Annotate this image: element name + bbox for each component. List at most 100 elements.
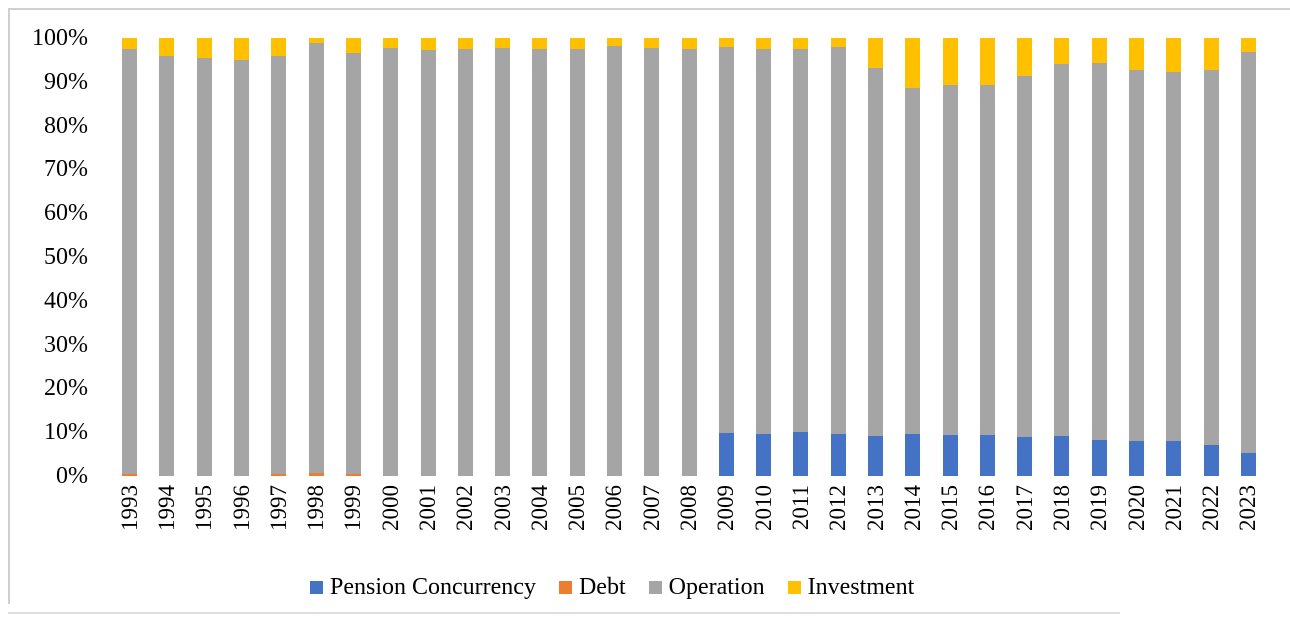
- bar-segment-pension-concurrency: [1203, 444, 1219, 476]
- bar-segment-operation: [159, 55, 175, 476]
- legend-swatch-icon: [310, 580, 323, 594]
- y-axis-tick-label: 20%: [44, 375, 88, 402]
- x-axis-label: 2001: [415, 485, 440, 531]
- bar-segment-investment: [457, 38, 473, 49]
- bar-segment-investment: [271, 38, 287, 56]
- bar-segment-operation: [606, 46, 622, 476]
- bar-segment-investment: [122, 38, 138, 49]
- x-axis-label: 2019: [1086, 485, 1112, 531]
- bar-segment-pension-concurrency: [905, 434, 921, 476]
- legend-item-debt: Debt: [558, 572, 626, 602]
- bar-segment-investment: [681, 38, 697, 49]
- bar-segment-operation: [196, 57, 212, 476]
- bar-segment-pension-concurrency: [793, 432, 809, 476]
- bar-segment-investment: [420, 38, 436, 50]
- bar-segment-pension-concurrency: [718, 433, 734, 476]
- bar-segment-investment: [1054, 38, 1070, 64]
- page-bottom-rule: [8, 612, 1120, 614]
- legend-item-operation: Operation: [648, 572, 765, 602]
- y-axis-tick-label: 80%: [44, 112, 88, 139]
- bar-segment-operation: [569, 48, 585, 476]
- bar-segment-pension-concurrency: [1091, 440, 1107, 476]
- bar-segment-investment: [644, 38, 660, 49]
- bar-segment-operation: [681, 48, 697, 476]
- bar-segment-pension-concurrency: [979, 435, 995, 476]
- bar-segment-investment: [718, 38, 734, 47]
- bar-segment-operation: [383, 48, 399, 476]
- bar-segment-investment: [606, 38, 622, 47]
- x-axis-label: 2011: [787, 485, 813, 531]
- bar-segment-investment: [308, 38, 324, 43]
- x-axis-label: 2010: [750, 485, 776, 531]
- bar-segment-debt: [122, 473, 138, 476]
- bar-segment-operation: [1240, 52, 1256, 453]
- x-axis-label: 2014: [899, 485, 925, 531]
- legend-item-pension-concurrency: Pension Concurrency: [310, 572, 536, 602]
- bar-segment-investment: [1203, 38, 1219, 70]
- bar-segment-operation: [868, 67, 883, 437]
- x-axis-label: 2017: [1011, 485, 1037, 531]
- bar-segment-operation: [495, 48, 510, 476]
- bar-segment-investment: [793, 38, 809, 49]
- legend-label: Pension Concurrency: [330, 574, 536, 600]
- x-axis-label: 2018: [1048, 485, 1074, 531]
- y-axis-tick-label: 0%: [56, 463, 88, 489]
- bar-segment-investment: [383, 38, 399, 49]
- bar-segment-operation: [271, 55, 287, 475]
- bar-segment-operation: [1129, 70, 1144, 441]
- x-axis-label: 1999: [340, 485, 366, 531]
- bar-segment-investment: [942, 38, 958, 86]
- bar-segment-pension-concurrency: [830, 434, 846, 476]
- bar-segment-debt: [271, 474, 287, 476]
- legend-swatch-icon: [787, 580, 801, 594]
- x-axis-label: 2005: [564, 485, 590, 531]
- bar-segment-operation: [345, 53, 361, 475]
- x-axis-label: 2013: [862, 485, 888, 531]
- bar-segment-operation: [718, 46, 734, 434]
- bar-segment-operation: [905, 88, 921, 435]
- y-axis-tick-label: 30%: [44, 331, 88, 358]
- legend-label: Debt: [578, 574, 626, 600]
- legend-swatch-icon: [648, 580, 662, 594]
- bar-segment-operation: [979, 85, 995, 436]
- x-axis-label: 2023: [1235, 485, 1261, 531]
- bar-segment-operation: [122, 48, 138, 474]
- bar-segment-operation: [1054, 63, 1070, 437]
- bar-segment-pension-concurrency: [1129, 441, 1144, 476]
- bar-segment-investment: [905, 38, 921, 89]
- bar-segment-investment: [830, 38, 846, 47]
- bar-segment-investment: [1129, 38, 1144, 70]
- y-axis-tick-label: 100%: [32, 25, 88, 51]
- bar-segment-investment: [234, 38, 249, 60]
- x-axis-label: 2003: [489, 485, 515, 531]
- bar-segment-operation: [830, 46, 846, 434]
- x-axis-label: 2006: [601, 485, 627, 531]
- x-axis-label: 2012: [825, 485, 851, 531]
- bar-segment-investment: [1017, 38, 1033, 77]
- bar-segment-pension-concurrency: [942, 435, 958, 476]
- y-axis-tick-label: 40%: [44, 287, 88, 314]
- x-axis-label: 1993: [116, 485, 142, 531]
- bar-segment-investment: [756, 38, 772, 49]
- bar-segment-investment: [345, 38, 361, 54]
- x-axis-label: 2016: [974, 485, 1000, 531]
- legend-label: Investment: [807, 574, 915, 600]
- x-axis-label: 2008: [676, 485, 701, 531]
- x-axis-label: 1997: [265, 485, 291, 531]
- bar-segment-operation: [308, 42, 324, 473]
- bar-segment-debt: [345, 474, 361, 476]
- bar-segment-operation: [457, 48, 473, 476]
- y-axis-tick-label: 10%: [44, 419, 88, 446]
- bar-segment-pension-concurrency: [756, 434, 772, 476]
- bar-segment-operation: [756, 48, 772, 434]
- bar-segment-operation: [1203, 70, 1219, 445]
- y-axis-tick-label: 50%: [44, 244, 88, 270]
- x-axis-label: 1998: [303, 485, 329, 531]
- y-axis-tick-label: 70%: [44, 156, 88, 183]
- bar-segment-operation: [420, 49, 436, 476]
- bar-segment-investment: [495, 38, 510, 49]
- x-axis-label: 2015: [937, 485, 962, 531]
- bar-segment-operation: [644, 48, 660, 476]
- x-axis-label: 2022: [1198, 485, 1224, 531]
